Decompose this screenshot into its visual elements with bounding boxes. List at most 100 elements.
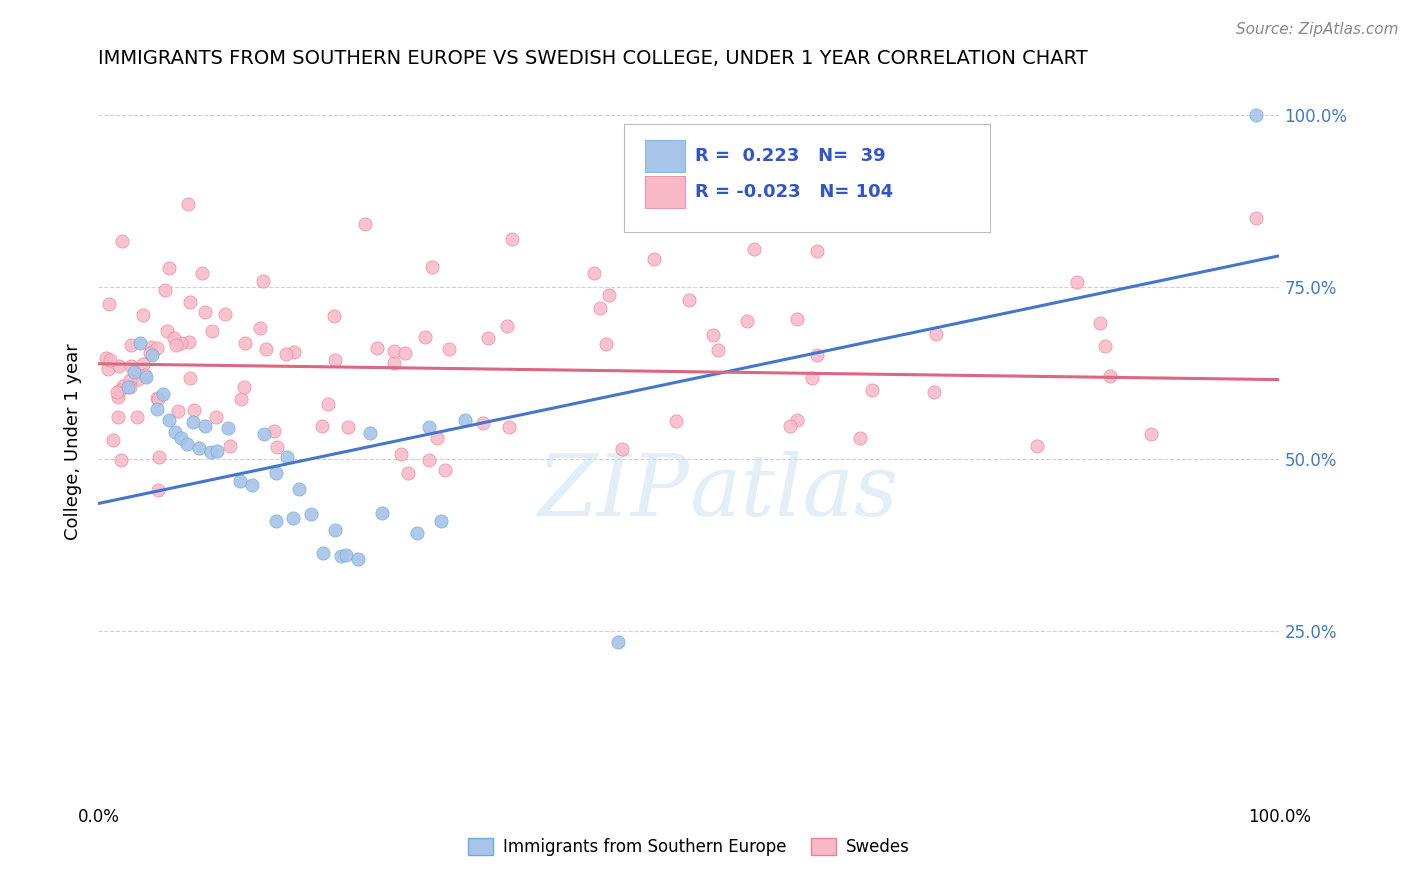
Legend: Immigrants from Southern Europe, Swedes: Immigrants from Southern Europe, Swedes [461,831,917,863]
Point [742,242,765,256]
Point [264,514,287,528]
Point [110,383,132,397]
Point [127,372,149,386]
Point [156,324,179,338]
Point [98,297,121,311]
Y-axis label: College, Under 1 year: College, Under 1 year [65,343,83,540]
Point [214,307,236,321]
Point [665,414,688,428]
Text: R = -0.023   N= 104: R = -0.023 N= 104 [695,183,893,202]
Point [249,320,271,334]
Point [779,419,801,434]
Point [194,305,217,319]
Point [276,450,298,464]
Point [146,392,169,407]
Point [418,420,440,434]
Point [205,409,228,424]
Point [170,336,193,351]
Point [389,447,412,461]
Point [323,523,346,537]
Point [418,453,440,467]
Point [146,392,169,406]
Point [252,274,274,288]
Point [477,331,499,345]
Point [396,466,419,480]
Point [183,402,205,417]
Point [112,378,135,392]
Point [105,384,128,399]
Point [595,336,617,351]
Point [153,283,176,297]
Point [165,338,187,352]
Point [607,635,630,649]
Point [177,197,200,211]
Point [1099,369,1122,384]
Point [299,507,322,521]
Point [1088,316,1111,330]
Point [146,483,169,497]
Point [735,314,758,328]
Point [323,353,346,368]
Point [426,431,449,445]
Point [120,379,142,393]
FancyBboxPatch shape [624,124,990,232]
Text: R =  0.223   N=  39: R = 0.223 N= 39 [695,147,886,165]
Point [406,525,429,540]
Point [97,361,120,376]
Point [274,347,297,361]
Point [1244,108,1267,122]
Point [925,327,948,342]
Point [101,434,124,448]
Point [1139,426,1161,441]
Point [254,342,277,356]
Point [329,549,352,563]
Text: Source: ZipAtlas.com: Source: ZipAtlas.com [1236,22,1399,37]
Point [229,392,252,406]
Point [382,344,405,359]
Point [98,353,121,368]
Point [394,345,416,359]
Point [177,334,200,349]
FancyBboxPatch shape [645,140,685,172]
Point [1066,275,1088,289]
Point [163,331,186,345]
Point [433,463,456,477]
Point [165,425,187,440]
Point [371,506,394,520]
Point [643,252,665,267]
Point [501,231,523,245]
Point [264,466,287,480]
Point [366,342,388,356]
Point [148,450,170,464]
Point [702,327,724,342]
Point [707,343,730,357]
Point [263,424,285,438]
Point [288,482,311,496]
Point [194,419,217,434]
Point [117,380,139,394]
Point [922,385,945,400]
Point [108,359,131,373]
Point [232,380,254,394]
Point [439,342,461,356]
Point [167,403,190,417]
Point [135,369,157,384]
Point [200,445,222,459]
Point [610,442,633,456]
FancyBboxPatch shape [645,177,685,208]
Point [107,390,129,404]
Point [179,294,201,309]
Point [141,348,163,362]
Point [1025,439,1047,453]
Point [312,546,335,560]
Point [146,401,169,416]
Point [181,415,204,429]
Point [134,368,156,382]
Point [217,421,239,435]
Point [453,413,475,427]
Point [311,419,333,434]
Point [359,425,381,440]
Text: atlas: atlas [689,450,898,533]
Point [354,217,377,231]
Point [801,371,824,385]
